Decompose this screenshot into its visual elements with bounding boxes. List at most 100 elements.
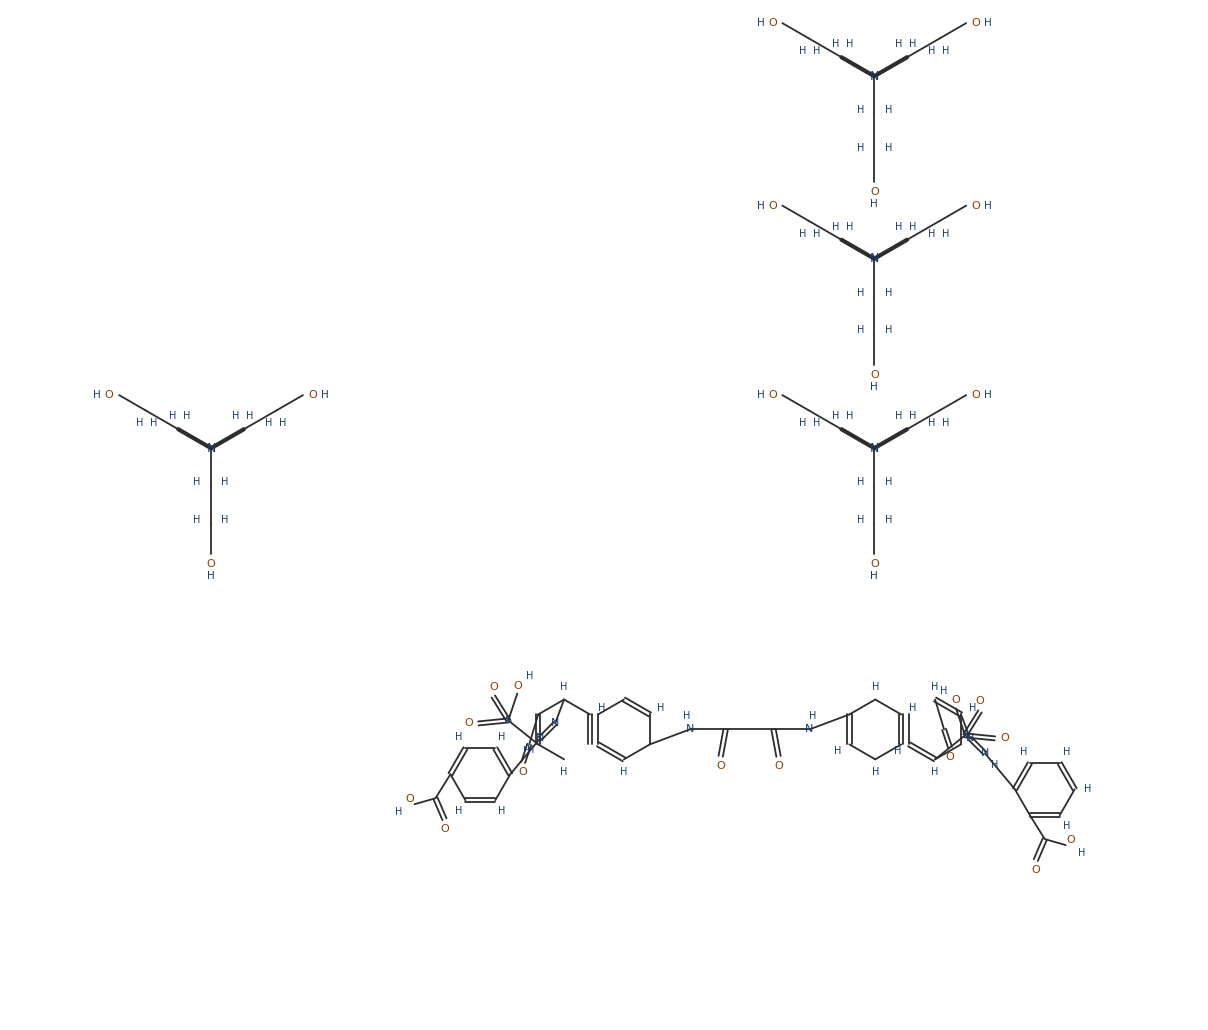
Text: H: H: [856, 325, 864, 336]
Text: H: H: [221, 515, 228, 525]
Text: S: S: [962, 730, 969, 741]
Text: H: H: [265, 418, 273, 428]
Text: H: H: [395, 808, 402, 817]
Text: N: N: [870, 252, 879, 265]
Text: H: H: [93, 390, 101, 400]
Text: O: O: [946, 752, 954, 762]
Text: N: N: [870, 70, 879, 82]
Text: H: H: [527, 746, 534, 755]
Text: H: H: [910, 39, 917, 49]
Text: O: O: [971, 201, 981, 211]
Text: O: O: [308, 390, 318, 400]
Text: O: O: [105, 390, 114, 400]
Text: H: H: [846, 411, 853, 421]
Text: O: O: [440, 824, 449, 834]
Text: H: H: [908, 703, 916, 713]
Text: H: H: [872, 767, 879, 778]
Text: H: H: [832, 221, 840, 232]
Text: O: O: [952, 695, 960, 706]
Text: H: H: [182, 411, 190, 421]
Text: H: H: [985, 19, 992, 28]
Text: H: H: [813, 229, 820, 239]
Text: H: H: [756, 201, 765, 211]
Text: H: H: [657, 703, 664, 713]
Text: H: H: [321, 390, 329, 400]
Text: H: H: [813, 418, 820, 428]
Text: H: H: [683, 712, 691, 721]
Text: H: H: [813, 46, 820, 57]
Text: O: O: [971, 390, 981, 400]
Text: H: H: [871, 382, 878, 391]
Text: O: O: [971, 19, 981, 28]
Text: H: H: [856, 143, 864, 153]
Text: S: S: [505, 716, 512, 725]
Text: N: N: [686, 724, 693, 734]
Text: H: H: [910, 221, 917, 232]
Text: H: H: [756, 390, 765, 400]
Text: H: H: [871, 199, 878, 209]
Text: H: H: [835, 746, 842, 756]
Text: O: O: [519, 767, 528, 778]
Text: H: H: [942, 46, 949, 57]
Text: H: H: [135, 418, 143, 428]
Text: H: H: [928, 46, 936, 57]
Text: H: H: [856, 515, 864, 525]
Text: O: O: [774, 761, 783, 771]
Text: O: O: [870, 370, 878, 380]
Text: H: H: [1063, 821, 1070, 831]
Text: O: O: [976, 696, 985, 707]
Text: H: H: [1078, 848, 1085, 858]
Text: O: O: [464, 719, 472, 728]
Text: H: H: [884, 477, 892, 487]
Text: O: O: [1032, 865, 1040, 875]
Text: H: H: [832, 411, 840, 421]
Text: H: H: [856, 105, 864, 115]
Text: H: H: [846, 39, 853, 49]
Text: H: H: [894, 746, 901, 756]
Text: H: H: [884, 325, 892, 336]
Text: H: H: [910, 411, 917, 421]
Text: H: H: [1084, 784, 1091, 794]
Text: H: H: [931, 767, 939, 778]
Text: H: H: [598, 703, 605, 713]
Text: N: N: [806, 724, 814, 734]
Text: H: H: [169, 411, 176, 421]
Text: H: H: [561, 767, 568, 778]
Text: H: H: [871, 572, 878, 581]
Text: H: H: [928, 418, 936, 428]
Text: H: H: [940, 686, 948, 695]
Text: O: O: [489, 682, 498, 691]
Text: H: H: [455, 806, 463, 817]
Text: H: H: [756, 19, 765, 28]
Text: H: H: [1020, 747, 1027, 757]
Text: H: H: [561, 682, 568, 691]
Text: H: H: [928, 229, 936, 239]
Text: N: N: [870, 442, 879, 454]
Text: N: N: [981, 749, 989, 758]
Text: H: H: [208, 572, 215, 581]
Text: O: O: [207, 559, 215, 570]
Text: O: O: [870, 559, 878, 570]
Text: H: H: [279, 418, 286, 428]
Text: H: H: [884, 515, 892, 525]
Text: O: O: [870, 187, 878, 198]
Text: O: O: [768, 201, 777, 211]
Text: H: H: [895, 39, 902, 49]
Text: H: H: [884, 287, 892, 298]
Text: O: O: [1067, 835, 1075, 845]
Text: H: H: [884, 143, 892, 153]
Text: H: H: [884, 105, 892, 115]
Text: H: H: [798, 46, 806, 57]
Text: H: H: [895, 411, 902, 421]
Text: O: O: [768, 390, 777, 400]
Text: H: H: [846, 221, 853, 232]
Text: H: H: [985, 390, 992, 400]
Text: H: H: [523, 746, 530, 756]
Text: H: H: [232, 411, 239, 421]
Text: H: H: [832, 39, 840, 49]
Text: H: H: [992, 760, 999, 770]
Text: O: O: [768, 19, 777, 28]
Text: H: H: [808, 712, 817, 721]
Text: H: H: [620, 767, 628, 778]
Text: H: H: [872, 682, 879, 691]
